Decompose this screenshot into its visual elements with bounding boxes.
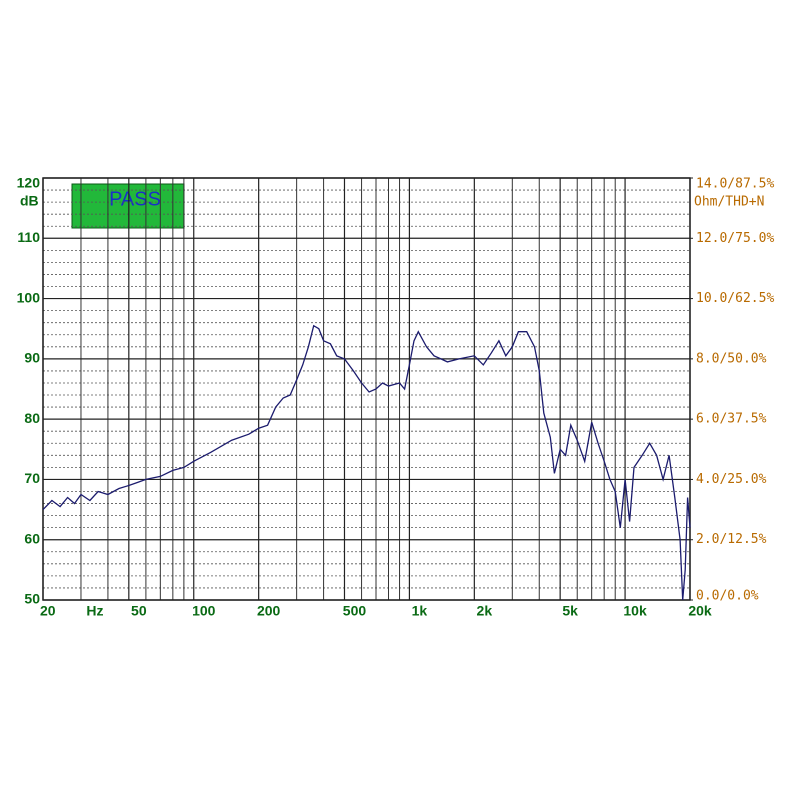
y2-tick-label: 8.0/50.0% bbox=[696, 351, 767, 366]
x-tick-label: 5k bbox=[562, 603, 578, 619]
pass-box bbox=[71, 183, 185, 229]
pass-label: PASS bbox=[109, 188, 161, 210]
x-tick-label: 200 bbox=[257, 603, 281, 619]
y-tick-label: 100 bbox=[17, 289, 41, 305]
y-axis-label: dB bbox=[20, 193, 39, 209]
y-tick-label: 80 bbox=[24, 410, 40, 426]
y2-tick-label: 2.0/12.5% bbox=[696, 532, 767, 547]
y-tick-label: 110 bbox=[17, 229, 40, 245]
y2-axis-label: Ohm/THD+N bbox=[694, 195, 764, 210]
plot-frame bbox=[42, 177, 691, 601]
y-tick-label: 60 bbox=[24, 530, 40, 546]
y2-tick-label: 6.0/37.5% bbox=[696, 412, 767, 427]
y2-tick-label: 10.0/62.5% bbox=[696, 291, 774, 306]
x-tick-label: 10k bbox=[623, 603, 647, 619]
y2-tick-label: 0.0/0.0% bbox=[696, 589, 759, 604]
x-tick-label: 2k bbox=[477, 603, 493, 619]
x-axis-label: Hz bbox=[86, 603, 103, 619]
y2-tick-label: 14.0/87.5% bbox=[696, 177, 774, 192]
y2-tick-label: 4.0/25.0% bbox=[696, 472, 767, 487]
x-tick-label: 50 bbox=[131, 603, 147, 619]
y-tick-label: 90 bbox=[24, 350, 40, 366]
x-tick-label: 1k bbox=[412, 603, 428, 619]
x-tick-label: 500 bbox=[343, 603, 367, 619]
response-line bbox=[42, 324, 691, 601]
y-tick-label: 50 bbox=[24, 591, 40, 607]
y-tick-label: 70 bbox=[24, 470, 40, 486]
x-tick-label: 20 bbox=[40, 603, 56, 619]
y-tick-label: 120 bbox=[17, 175, 41, 191]
x-tick-label: 100 bbox=[192, 603, 216, 619]
x-tick-label: 20k bbox=[688, 603, 712, 619]
y2-tick-label: 12.0/75.0% bbox=[696, 231, 774, 246]
